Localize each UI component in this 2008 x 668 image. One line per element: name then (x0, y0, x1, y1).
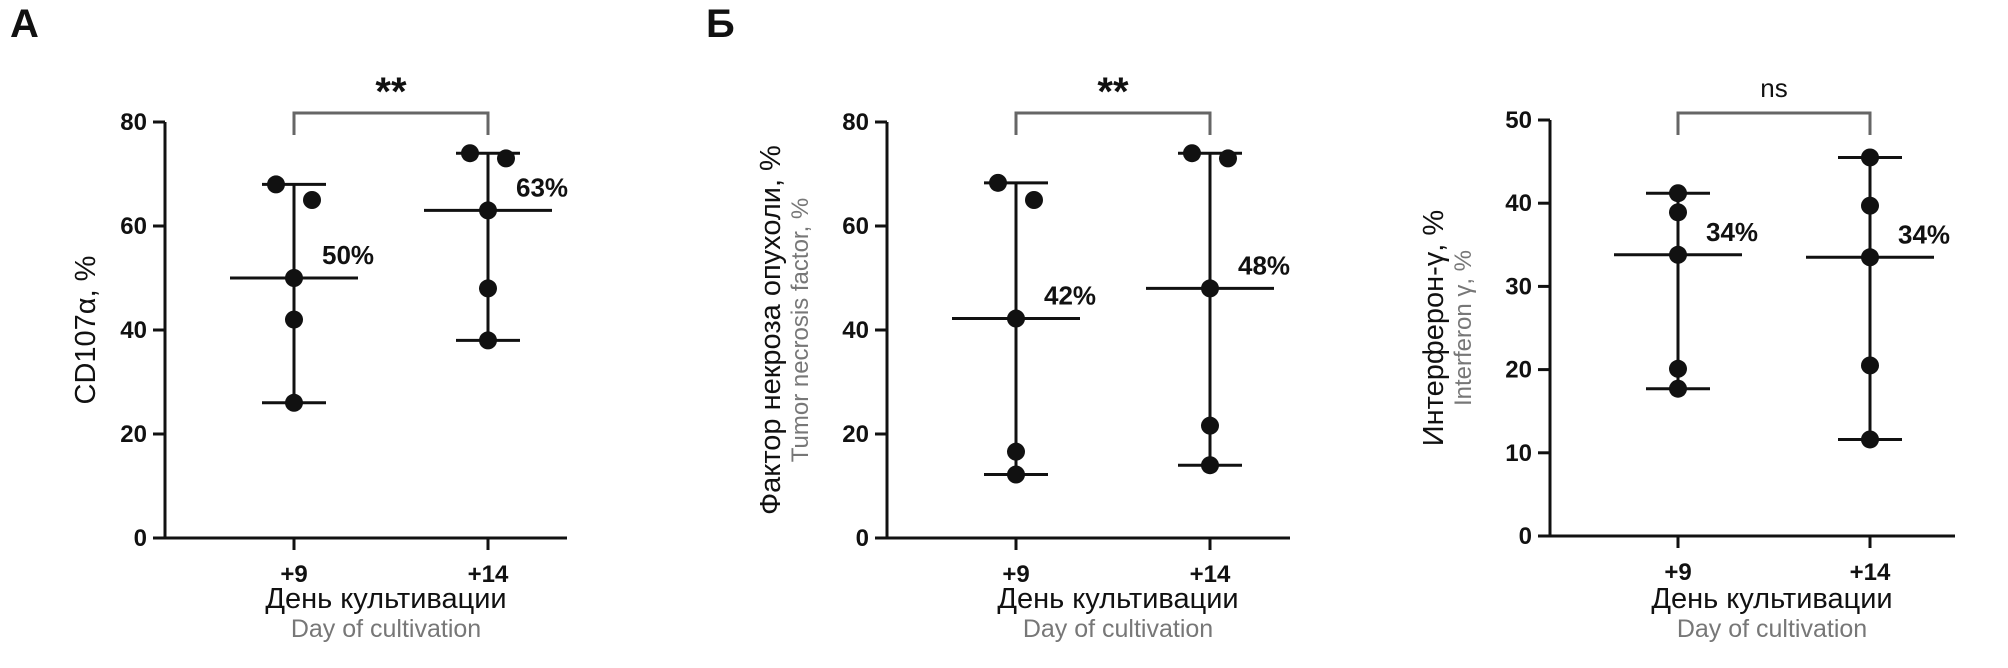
y-tick-label: 0 (134, 525, 147, 552)
y-tick-label: 0 (856, 525, 869, 552)
panel-letter-b: Б (706, 2, 735, 46)
data-point (1201, 279, 1219, 298)
x-axis-title: День культивации (265, 583, 506, 615)
data-point (1861, 196, 1879, 215)
median-value-label: 63% (516, 172, 568, 202)
data-point (1219, 149, 1237, 168)
data-point (1669, 245, 1687, 264)
group-day-9: 50% (230, 175, 374, 412)
x-axis-subtitle: Day of cultivation (291, 615, 481, 643)
group-day-14: 63% (424, 144, 568, 350)
significance-bracket (1014, 111, 1212, 135)
x-tick-label: +14 (468, 561, 509, 588)
median-value-label: 34% (1706, 217, 1758, 247)
data-point (479, 279, 497, 298)
x-tick-label: +9 (1664, 559, 1691, 586)
panel-letter-a: А (10, 2, 39, 46)
data-point (497, 149, 515, 168)
data-point (1025, 191, 1043, 209)
y-axis-title: Интерферон-γ, % (1418, 210, 1450, 446)
group-day-9: 42% (952, 173, 1096, 484)
data-point (1861, 430, 1879, 449)
x-tick-label: +14 (1190, 561, 1231, 588)
significance-label: ** (375, 70, 407, 114)
data-point (479, 331, 497, 350)
y-axis-title: CD107α, % (70, 256, 102, 405)
data-point (989, 173, 1007, 192)
median-value-label: 48% (1238, 250, 1290, 280)
y-tick-label: 20 (1505, 357, 1532, 384)
data-point (285, 310, 303, 329)
significance-bracket (1676, 111, 1872, 135)
significance-label: ** (1097, 70, 1129, 114)
y-tick-label: 20 (120, 421, 147, 448)
data-point (1007, 442, 1025, 461)
y-tick-label: 80 (842, 109, 869, 136)
y-axis-subtitle: Tumor necrosis factor, % (787, 198, 814, 463)
x-tick-label: +9 (280, 561, 307, 588)
data-point (1201, 416, 1219, 435)
data-point (1861, 356, 1879, 375)
data-point (1201, 456, 1219, 475)
y-tick-label: 60 (120, 213, 147, 240)
y-axis-title: Фактор некроза опухоли, % (755, 145, 787, 515)
y-tick-label: 20 (842, 421, 869, 448)
y-tick-label: 40 (1505, 190, 1532, 217)
data-point (1669, 184, 1687, 203)
data-point (1861, 248, 1879, 267)
significance-bracket (292, 111, 490, 135)
data-point (1861, 148, 1879, 167)
data-point (479, 201, 497, 220)
median-value-label: 34% (1898, 219, 1950, 249)
y-tick-label: 40 (842, 317, 869, 344)
data-point (1007, 309, 1025, 328)
data-point (285, 393, 303, 412)
x-axis-title: День культивации (997, 583, 1238, 615)
y-tick-label: 60 (842, 213, 869, 240)
group-day-14: 34% (1806, 148, 1950, 449)
y-tick-label: 30 (1505, 273, 1532, 300)
data-point (285, 269, 303, 287)
median-value-label: 42% (1044, 281, 1096, 311)
data-point (1183, 144, 1201, 163)
data-point (461, 144, 479, 163)
data-point (1669, 203, 1687, 222)
x-axis-subtitle: Day of cultivation (1023, 615, 1213, 643)
y-tick-label: 10 (1505, 440, 1532, 467)
y-axis-subtitle: Interferon γ, % (1450, 250, 1477, 406)
group-day-14: 48% (1146, 144, 1290, 475)
data-point (267, 175, 285, 194)
data-point (1007, 465, 1025, 484)
x-tick-label: +9 (1002, 561, 1029, 588)
data-point (1669, 359, 1687, 378)
y-tick-label: 80 (120, 109, 147, 136)
y-tick-label: 40 (120, 317, 147, 344)
significance-label: ns (1760, 73, 1787, 103)
data-point (1669, 379, 1687, 398)
x-axis-subtitle: Day of cultivation (1677, 615, 1867, 643)
x-tick-label: +14 (1850, 559, 1891, 586)
y-tick-label: 50 (1505, 107, 1532, 134)
median-value-label: 50% (322, 240, 374, 270)
y-tick-label: 0 (1519, 523, 1532, 550)
group-day-9: 34% (1614, 184, 1758, 398)
data-point (303, 191, 321, 209)
x-axis-title: День культивации (1651, 583, 1892, 615)
